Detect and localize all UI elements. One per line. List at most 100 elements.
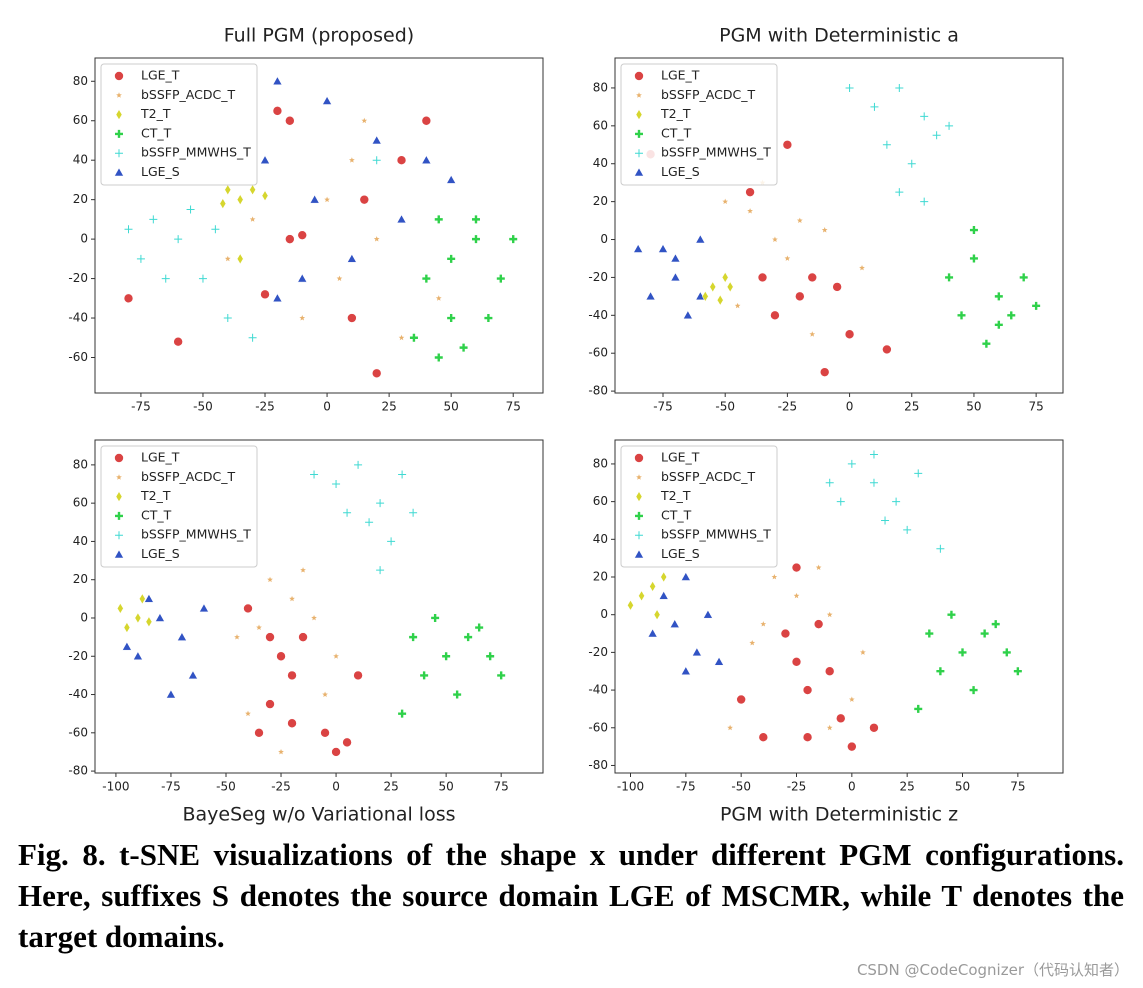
point	[256, 624, 262, 630]
plot-points	[117, 460, 506, 757]
point	[670, 272, 681, 282]
point	[309, 194, 320, 204]
point	[835, 713, 846, 724]
plot-points	[123, 76, 518, 379]
y-tick-label: -60	[68, 725, 88, 739]
point	[347, 313, 357, 323]
point	[333, 653, 339, 659]
legend-marker	[115, 511, 123, 520]
point	[647, 628, 658, 638]
legend-marker	[635, 149, 643, 158]
x-tick-label: -50	[715, 400, 735, 414]
point	[373, 236, 380, 242]
plot-frame	[614, 439, 1064, 774]
point	[298, 632, 308, 642]
point	[422, 274, 431, 283]
point	[749, 639, 756, 646]
y-tick-label: 0	[600, 607, 608, 621]
point	[802, 685, 813, 695]
x-tick-label: 75	[506, 400, 521, 414]
point	[249, 216, 256, 222]
legend-label: bSSFP_ACDC_T	[141, 469, 235, 484]
point	[847, 741, 857, 752]
point	[245, 710, 251, 717]
point	[994, 292, 1003, 301]
point	[310, 470, 319, 479]
y-tick-label: -80	[588, 758, 608, 772]
y-tick-label: 20	[73, 572, 88, 586]
point	[882, 344, 892, 355]
point	[398, 334, 405, 341]
plot-points	[627, 450, 1022, 752]
legend-box	[620, 445, 778, 568]
point	[1019, 273, 1028, 282]
point	[496, 274, 505, 283]
y-tick-label: -80	[588, 384, 608, 398]
point	[336, 275, 343, 281]
point	[272, 106, 283, 116]
point	[287, 718, 297, 729]
point	[484, 314, 493, 323]
point	[802, 732, 813, 742]
point	[895, 188, 904, 197]
point	[860, 649, 866, 655]
legend-marker	[116, 92, 122, 98]
point	[224, 255, 231, 262]
point	[633, 243, 644, 253]
x-tick-label: 75	[494, 780, 509, 794]
x-tick-label: 0	[323, 400, 331, 414]
point	[186, 205, 195, 214]
point	[691, 647, 702, 657]
y-tick-label: -20	[68, 649, 88, 663]
point	[845, 83, 854, 92]
legend-label: bSSFP_ACDC_T	[661, 87, 755, 102]
point	[249, 184, 256, 196]
point	[343, 508, 352, 517]
x-tick-label: -100	[617, 780, 644, 794]
point	[1013, 667, 1022, 676]
y-tick-label: 20	[73, 192, 88, 206]
point	[649, 580, 656, 592]
plot-frame	[94, 57, 544, 394]
point	[453, 690, 462, 699]
point	[793, 592, 800, 599]
point	[936, 667, 945, 676]
point	[680, 666, 691, 675]
point	[920, 112, 929, 121]
legend-marker	[635, 531, 643, 540]
chart-title: BayeSeg w/o Variational loss	[182, 804, 455, 826]
point	[1007, 311, 1016, 320]
point	[211, 225, 220, 234]
point	[409, 508, 418, 517]
point	[957, 311, 966, 320]
x-tick-label: 75	[1010, 780, 1025, 794]
y-tick-label: -20	[588, 645, 608, 659]
point	[223, 314, 232, 323]
point	[464, 633, 473, 642]
point	[299, 315, 306, 321]
point	[285, 115, 295, 126]
legend-label: bSSFP_MMWHS_T	[141, 145, 251, 160]
point	[821, 227, 828, 233]
point	[859, 264, 865, 271]
point	[796, 217, 803, 223]
plot-frame	[94, 439, 544, 774]
x-tick-label: 50	[966, 400, 981, 414]
point	[219, 198, 227, 210]
point	[695, 234, 706, 244]
x-tick-label: 25	[900, 780, 915, 794]
point	[354, 460, 363, 469]
point	[300, 567, 306, 573]
point	[342, 737, 352, 748]
point	[421, 155, 432, 164]
point	[722, 198, 729, 205]
y-tick-label: 20	[593, 570, 608, 584]
y-tick-label: -60	[68, 350, 88, 364]
point	[365, 518, 374, 527]
legend-label: T2_T	[140, 488, 171, 503]
point	[936, 544, 945, 553]
point	[903, 525, 912, 534]
point	[745, 187, 755, 197]
legend-label: LGE_T	[141, 68, 180, 83]
legend-label: CT_T	[141, 507, 172, 522]
